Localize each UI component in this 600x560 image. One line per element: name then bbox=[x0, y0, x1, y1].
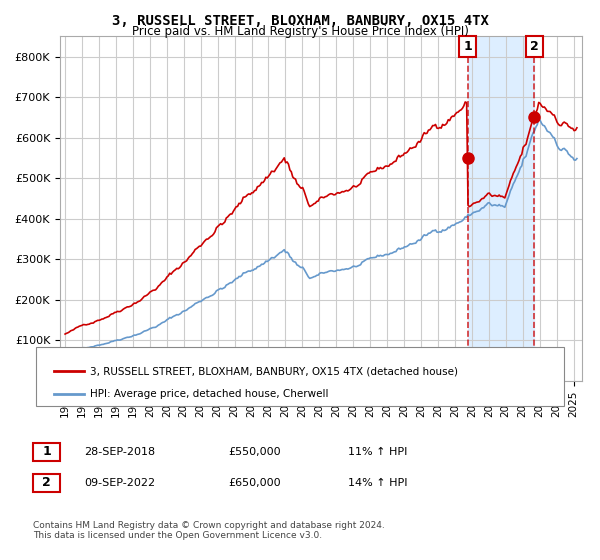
Text: Contains HM Land Registry data © Crown copyright and database right 2024.
This d: Contains HM Land Registry data © Crown c… bbox=[33, 521, 385, 540]
Text: 3, RUSSELL STREET, BLOXHAM, BANBURY, OX15 4TX (detached house): 3, RUSSELL STREET, BLOXHAM, BANBURY, OX1… bbox=[90, 366, 458, 376]
Text: Price paid vs. HM Land Registry's House Price Index (HPI): Price paid vs. HM Land Registry's House … bbox=[131, 25, 469, 38]
Text: 11% ↑ HPI: 11% ↑ HPI bbox=[348, 447, 407, 457]
Text: 09-SEP-2022: 09-SEP-2022 bbox=[84, 478, 155, 488]
Text: 2: 2 bbox=[530, 40, 539, 53]
Text: 3, RUSSELL STREET, BLOXHAM, BANBURY, OX15 4TX: 3, RUSSELL STREET, BLOXHAM, BANBURY, OX1… bbox=[112, 14, 488, 28]
Text: 2: 2 bbox=[43, 476, 51, 489]
Text: 1: 1 bbox=[463, 40, 472, 53]
Text: HPI: Average price, detached house, Cherwell: HPI: Average price, detached house, Cher… bbox=[90, 389, 329, 399]
Text: 1: 1 bbox=[43, 445, 51, 459]
Text: £650,000: £650,000 bbox=[228, 478, 281, 488]
Text: 28-SEP-2018: 28-SEP-2018 bbox=[84, 447, 155, 457]
Text: 14% ↑ HPI: 14% ↑ HPI bbox=[348, 478, 407, 488]
Bar bbox=[467, 36, 535, 381]
Text: £550,000: £550,000 bbox=[228, 447, 281, 457]
